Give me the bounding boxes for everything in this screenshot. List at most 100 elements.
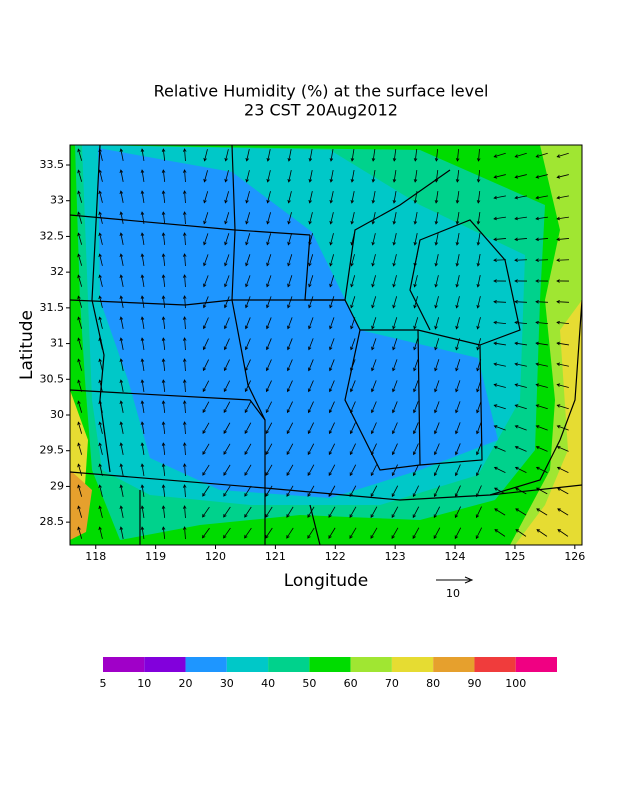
wind-arrow-head [182,274,187,278]
wind-arrow [412,527,420,539]
wind-arrow [393,233,397,245]
wind-arrow-head [202,325,207,330]
wind-arrow-head [224,304,228,309]
wind-arrow-head [475,472,480,477]
wind-arrow-head [265,346,270,351]
wind-arrow [372,254,376,266]
x-axis-title: Longitude [284,571,369,591]
wind-arrow-head [476,367,480,372]
wind-arrow [435,169,439,183]
wind-arrow [476,380,482,392]
wind-arrow-head [223,534,227,539]
wind-arrow-head [412,514,416,519]
wind-arrow [307,422,315,434]
wind-arrow-head [475,493,480,498]
wind-arrow-head [350,199,355,204]
wind-arrow-head [493,154,498,158]
wind-arrow [162,358,166,372]
wind-arrow-head [182,379,187,383]
colorbar-label: 30 [220,677,234,690]
wind-arrow [350,317,356,329]
wind-arrow-head [514,175,519,179]
wind-arrow [141,275,145,287]
wind-arrow-head [161,190,166,194]
wind-arrow [162,232,166,246]
wind-arrow [77,338,83,350]
wind-arrow [265,485,273,497]
wind-arrow-head [140,379,145,384]
wind-arrow [494,446,506,452]
wind-arrow-head [203,157,207,162]
wind-arrow [351,233,355,245]
wind-arrow [184,400,186,414]
wind-arrow [351,212,355,224]
wind-arrow [202,485,210,497]
wind-arrow-head [412,451,417,456]
wind-arrow [414,233,418,245]
wind-arrow-head [265,493,269,497]
wind-arrow [184,169,186,183]
wind-arrow [477,296,481,308]
wind-arrow-head [434,409,438,414]
wind-arrow-head [493,300,497,304]
y-tick-label: 33.5 [40,158,65,171]
wind-arrow-head [182,148,187,152]
wind-arrow-head [265,409,270,414]
wind-arrow [267,191,271,203]
wind-arrow-head [98,295,102,300]
wind-arrow-head [223,367,228,372]
wind-arrow [141,359,145,371]
wind-arrow [536,404,548,410]
wind-arrow [536,342,548,346]
y-tick-label: 33 [50,194,64,207]
colorbar-label: 100 [505,677,526,690]
wind-arrow-head [161,316,166,320]
wind-arrow-head [266,220,270,225]
wind-arrow-head [556,279,560,283]
wind-arrow [99,317,103,329]
wind-arrow-head [476,409,480,414]
wind-arrow [162,526,166,540]
wind-arrow [454,527,462,539]
wind-arrow-head [244,493,248,497]
colorbar: 5 10 20 30 40 50 60 70 80 90 100 [100,657,557,690]
wind-arrow-head [119,316,124,321]
wind-arrow [287,359,293,371]
wind-arrow-head [371,178,376,183]
wind-arrow-head [535,216,540,221]
wind-arrow-head [119,232,124,237]
wind-arrow [162,421,166,435]
wind-arrow-head [349,514,353,518]
wind-arrow [203,296,209,308]
wind-arrow [287,296,293,308]
wind-arrow [392,380,398,392]
wind-arrow-head [202,492,206,497]
wind-arrow-head [287,304,291,309]
wind-arrow [244,443,252,455]
wind-arrow-head [244,472,248,476]
wind-arrow [413,380,419,392]
wind-arrow [162,484,166,498]
wind-arrow [535,321,549,325]
wind-arrow [77,422,83,434]
wind-arrow [77,191,83,203]
wind-arrow [455,506,461,518]
wind-arrow-head [266,325,270,330]
wind-arrow [77,254,83,266]
wind-arrow [350,338,356,350]
wind-arrow-head [392,158,397,162]
wind-arrow-head [245,283,249,288]
wind-arrow [308,380,314,392]
wind-arrow [372,233,376,245]
wind-arrow [245,359,251,371]
wind-arrow-head [476,158,481,162]
wind-arrow [120,254,124,266]
colorbar-box [185,657,227,672]
wind-arrow-head [494,529,499,533]
wind-arrow-head [161,463,166,467]
wind-arrow-head [535,175,540,179]
wind-arrow [494,152,506,158]
wind-arrow [120,275,124,287]
wind-arrow-head [98,211,102,216]
wind-arrow-head [224,283,228,288]
